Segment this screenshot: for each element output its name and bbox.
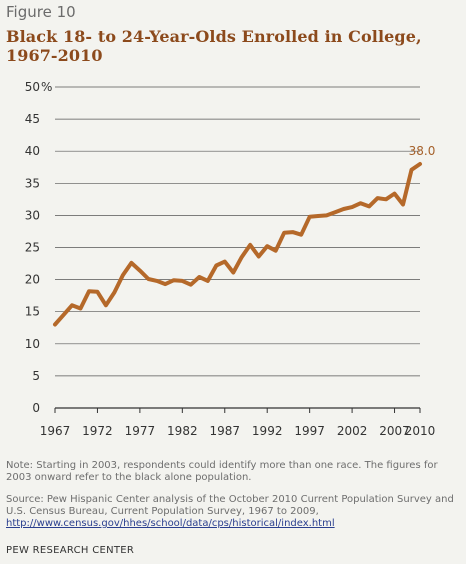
- data-point: [375, 196, 380, 200]
- data-point: [291, 230, 295, 234]
- data-point: [384, 197, 388, 201]
- data-point: [206, 279, 210, 283]
- data-point: [163, 282, 167, 286]
- data-point: [350, 205, 354, 209]
- x-tick-label: 1972: [82, 424, 113, 438]
- x-tick-label: 1977: [125, 424, 156, 438]
- data-point: [248, 243, 252, 247]
- x-tick-label: 2010: [405, 424, 436, 438]
- y-tick-label: 20: [25, 273, 40, 287]
- data-point: [299, 233, 303, 237]
- chart-note: Note: Starting in 2003, respondents coul…: [6, 460, 438, 483]
- data-point: [61, 313, 66, 317]
- data-point: [214, 263, 218, 268]
- y-tick-label: 35: [25, 176, 40, 190]
- data-point: [180, 279, 184, 283]
- source-text: Source: Pew Hispanic Center analysis of …: [6, 494, 454, 517]
- gridlines: [54, 86, 421, 413]
- y-tick-label: 40: [25, 144, 40, 158]
- y-tick-label: 5: [32, 369, 40, 383]
- figure-label: Figure 10: [6, 3, 76, 21]
- y-tick-label: 30: [25, 208, 40, 222]
- y-tick-label: 50: [25, 80, 40, 94]
- data-point: [78, 306, 83, 311]
- x-tick-label: 1967: [40, 424, 71, 438]
- data-point: [325, 213, 329, 217]
- x-tick-label: 1982: [167, 424, 198, 438]
- data-point: [418, 162, 422, 166]
- data-point: [189, 283, 193, 287]
- data-point: [104, 303, 108, 307]
- data-point: [231, 270, 235, 275]
- data-point: [392, 191, 397, 196]
- data-point: [409, 168, 414, 172]
- data-point: [172, 278, 176, 282]
- x-tick-label: 2007: [379, 424, 410, 438]
- data-point: [138, 269, 142, 273]
- data-point: [333, 210, 337, 214]
- data-point: [282, 231, 286, 235]
- data-point: [265, 244, 269, 248]
- organization-name: PEW RESEARCH CENTER: [6, 545, 135, 556]
- source-link[interactable]: http://www.census.gov/hhes/school/data/c…: [6, 518, 335, 529]
- y-axis-tick-labels: 0 5 10 15 20 25 30 35 40 45 50: [25, 80, 40, 415]
- data-point: [316, 214, 320, 218]
- x-tick-label: 2002: [337, 424, 368, 438]
- data-point: [197, 275, 201, 279]
- y-axis-unit-label: %: [41, 80, 52, 94]
- data-point: [112, 290, 117, 295]
- x-tick-label: 1987: [209, 424, 240, 438]
- annotation-layer: 38.0: [409, 144, 436, 158]
- data-point: [121, 273, 125, 277]
- data-point: [53, 322, 57, 327]
- series-line: [53, 162, 422, 327]
- data-point: [70, 303, 74, 307]
- y-tick-label: 0: [32, 401, 40, 415]
- y-tick-label: 15: [25, 305, 40, 319]
- chart-source: Source: Pew Hispanic Center analysis of …: [6, 494, 462, 530]
- data-point: [87, 289, 91, 293]
- data-point: [308, 215, 312, 219]
- data-point: [257, 254, 261, 259]
- data-point: [240, 255, 244, 259]
- data-point: [367, 204, 371, 209]
- data-label-last-value: 38.0: [409, 144, 436, 158]
- data-point: [129, 261, 133, 265]
- data-point: [223, 260, 227, 264]
- data-point: [146, 277, 150, 281]
- data-point: [401, 202, 405, 207]
- x-tick-label: 1997: [294, 424, 325, 438]
- data-point: [342, 207, 346, 211]
- data-point: [155, 279, 159, 283]
- data-point: [274, 249, 278, 253]
- series-layer: [53, 162, 422, 327]
- y-tick-label: 25: [25, 241, 40, 255]
- y-tick-label: 10: [25, 337, 40, 351]
- data-point: [358, 201, 363, 205]
- data-point: [95, 290, 100, 294]
- x-tick-label: 1992: [252, 424, 283, 438]
- chart-title: Black 18- to 24-Year-Olds Enrolled in Co…: [6, 27, 422, 65]
- y-tick-label: 45: [25, 112, 40, 126]
